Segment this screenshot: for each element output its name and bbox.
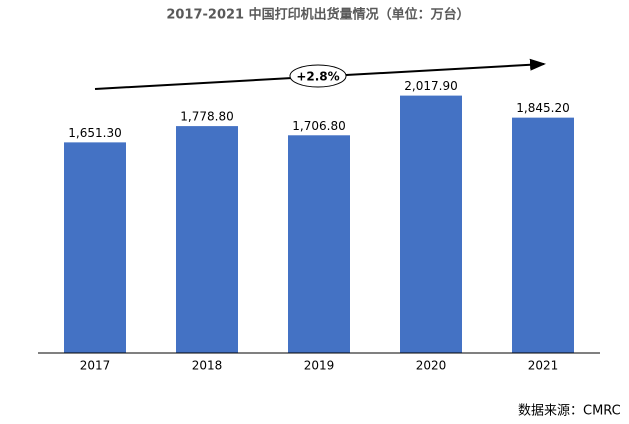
bar xyxy=(176,126,238,353)
bar xyxy=(64,142,126,353)
value-label: 1,845.20 xyxy=(516,101,569,115)
annotation-bubble xyxy=(289,64,347,88)
value-label: 2,017.90 xyxy=(404,79,457,93)
value-label: 1,651.30 xyxy=(68,126,121,140)
value-label: 1,778.80 xyxy=(180,110,233,124)
chart-title: 2017-2021 中国打印机出货量情况（单位：万台） xyxy=(166,7,469,23)
annotation: +2.8% xyxy=(296,70,339,84)
x-tick-label: 2018 xyxy=(192,359,223,373)
x-tick-label: 2019 xyxy=(304,359,335,373)
x-tick-label: 2021 xyxy=(528,359,559,373)
value-label: 1,706.80 xyxy=(292,119,345,133)
source: 数据来源：CMRC xyxy=(518,404,621,419)
bar xyxy=(512,117,574,353)
x-tick-label: 2017 xyxy=(80,359,111,373)
bar xyxy=(400,95,462,353)
x-tick-label: 2020 xyxy=(416,359,447,373)
bar xyxy=(288,135,350,353)
